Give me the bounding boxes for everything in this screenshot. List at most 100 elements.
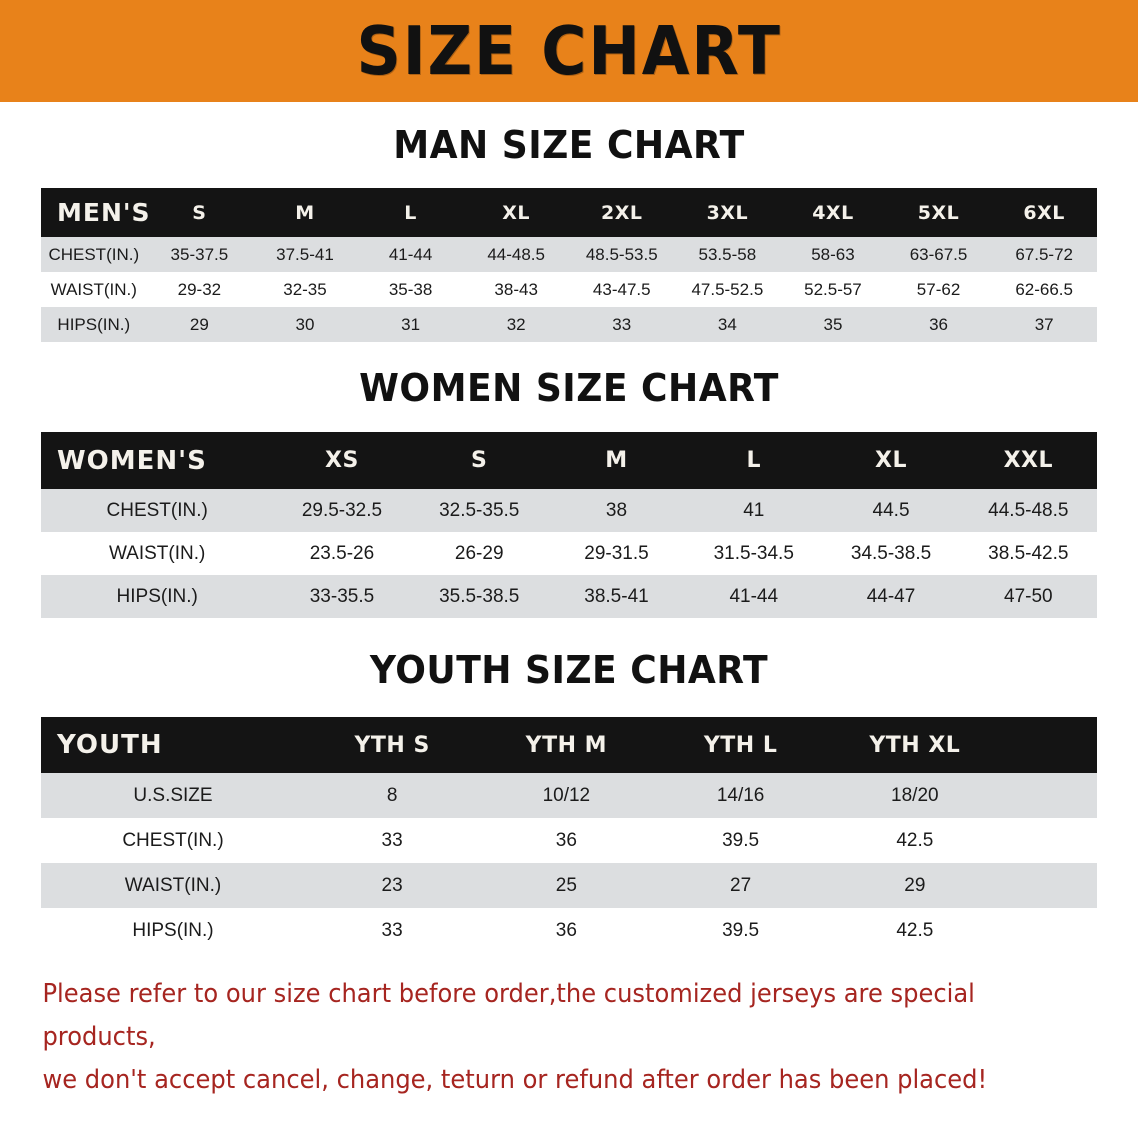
man-col-5xl: 5XL bbox=[917, 201, 960, 224]
table-row: U.S.SIZE 8 10/12 14/16 18/20 bbox=[41, 773, 1097, 818]
section-title-women: WOMEN SIZE CHART bbox=[359, 366, 779, 410]
youth-ussize-l: 14/16 bbox=[716, 784, 765, 806]
man-waist-4xl: 52.5-57 bbox=[804, 279, 862, 299]
youth-cell-spacer bbox=[1002, 908, 1097, 953]
man-waist-6xl: 62-66.5 bbox=[1015, 279, 1073, 299]
youth-table-body: U.S.SIZE 8 10/12 14/16 18/20 CHEST(IN.) … bbox=[41, 773, 1097, 953]
page-banner: SIZE CHART bbox=[0, 0, 1138, 102]
man-col-s: S bbox=[192, 201, 207, 224]
man-waist-s: 29-32 bbox=[177, 279, 222, 299]
women-waist-xl: 34.5-38.5 bbox=[850, 542, 932, 564]
youth-chest-m: 36 bbox=[555, 829, 577, 851]
women-col-s: S bbox=[471, 448, 488, 473]
man-col-m: M bbox=[295, 201, 315, 224]
women-hips-xs: 33-35.5 bbox=[309, 585, 375, 607]
man-hips-4xl: 35 bbox=[823, 314, 843, 334]
youth-size-table-wrap: YOUTH YTH S YTH M YTH L YTH XL U.S.SIZE … bbox=[41, 717, 1097, 953]
women-waist-xs: 23.5-26 bbox=[309, 542, 375, 564]
women-chest-xl: 44.5 bbox=[872, 499, 910, 521]
man-col-4xl: 4XL bbox=[812, 201, 854, 224]
disclaimer-text: Please refer to our size chart before or… bbox=[22, 973, 1040, 1102]
man-table-head: MEN'S S M L XL 2XL 3XL 4XL 5XL 6XL bbox=[41, 188, 1097, 237]
women-hips-xxl: 47-50 bbox=[1004, 585, 1053, 607]
youth-waist-l: 27 bbox=[730, 874, 752, 896]
man-waist-5xl: 57-62 bbox=[916, 279, 961, 299]
youth-col-yth-xl: YTH XL bbox=[869, 732, 961, 758]
table-row: WAIST(IN.) 23 25 27 29 bbox=[41, 863, 1097, 908]
man-hips-l: 31 bbox=[401, 314, 421, 334]
youth-col-spacer bbox=[1002, 717, 1097, 773]
women-waist-m: 29-31.5 bbox=[584, 542, 649, 564]
youth-row-ussize-label: U.S.SIZE bbox=[133, 784, 213, 806]
man-hips-s: 29 bbox=[189, 314, 209, 334]
table-row: CHEST(IN.) 33 36 39.5 42.5 bbox=[41, 818, 1097, 863]
youth-header-label: YOUTH bbox=[57, 730, 163, 760]
youth-table-head: YOUTH YTH S YTH M YTH L YTH XL bbox=[41, 717, 1097, 773]
youth-chest-l: 39.5 bbox=[722, 829, 760, 851]
youth-hips-xl: 42.5 bbox=[896, 919, 934, 941]
table-row: HIPS(IN.) 33-35.5 35.5-38.5 38.5-41 41-4… bbox=[41, 575, 1097, 618]
youth-size-table: YOUTH YTH S YTH M YTH L YTH XL U.S.SIZE … bbox=[41, 717, 1097, 953]
women-hips-xl: 44-47 bbox=[866, 585, 916, 607]
women-hips-l: 41-44 bbox=[729, 585, 779, 607]
women-col-m: M bbox=[605, 448, 628, 473]
table-row: HIPS(IN.) 33 36 39.5 42.5 bbox=[41, 908, 1097, 953]
section-title-youth: YOUTH SIZE CHART bbox=[369, 648, 769, 692]
women-chest-xs: 29.5-32.5 bbox=[301, 499, 383, 521]
women-hips-s: 35.5-38.5 bbox=[439, 585, 520, 607]
man-chest-m: 37.5-41 bbox=[276, 244, 334, 264]
youth-cell-spacer bbox=[1002, 773, 1097, 818]
section-title-man: MAN SIZE CHART bbox=[393, 123, 745, 167]
women-size-table-wrap: WOMEN'S XS S M L XL XXL CHEST(IN.) 29.5-… bbox=[41, 432, 1097, 618]
youth-col-yth-m: YTH M bbox=[525, 732, 608, 758]
youth-waist-m: 25 bbox=[555, 874, 577, 896]
man-row-chest-label: CHEST(IN.) bbox=[48, 244, 140, 264]
youth-row-hips-label: HIPS(IN.) bbox=[132, 919, 214, 941]
youth-ussize-s: 8 bbox=[386, 784, 398, 806]
women-size-table: WOMEN'S XS S M L XL XXL CHEST(IN.) 29.5-… bbox=[41, 432, 1097, 618]
youth-row-chest-label: CHEST(IN.) bbox=[122, 829, 224, 851]
man-hips-xl: 32 bbox=[506, 314, 526, 334]
women-chest-s: 32.5-35.5 bbox=[439, 499, 520, 521]
man-row-hips-label: HIPS(IN.) bbox=[57, 314, 131, 334]
disclaimer-line-1: Please refer to our size chart before or… bbox=[41, 979, 975, 1052]
man-col-l: L bbox=[404, 201, 417, 224]
man-chest-xl: 44-48.5 bbox=[487, 244, 545, 264]
youth-col-yth-l: YTH L bbox=[703, 732, 778, 758]
youth-row-waist-label: WAIST(IN.) bbox=[124, 874, 222, 896]
man-waist-l: 35-38 bbox=[388, 279, 433, 299]
table-row: CHEST(IN.) 35-37.5 37.5-41 41-44 44-48.5… bbox=[41, 237, 1097, 272]
man-hips-3xl: 34 bbox=[717, 314, 737, 334]
youth-chest-s: 33 bbox=[381, 829, 403, 851]
youth-cell-spacer bbox=[1002, 818, 1097, 863]
man-col-2xl: 2XL bbox=[601, 201, 643, 224]
man-chest-2xl: 48.5-53.5 bbox=[585, 244, 658, 264]
youth-ussize-m: 10/12 bbox=[542, 784, 591, 806]
page-title: SIZE CHART bbox=[356, 11, 782, 90]
table-row: CHEST(IN.) 29.5-32.5 32.5-35.5 38 41 44.… bbox=[41, 489, 1097, 532]
women-waist-s: 26-29 bbox=[454, 542, 504, 564]
women-chest-m: 38 bbox=[605, 499, 628, 521]
women-chest-xxl: 44.5-48.5 bbox=[988, 499, 1069, 521]
man-chest-6xl: 67.5-72 bbox=[1015, 244, 1073, 264]
man-col-3xl: 3XL bbox=[706, 201, 749, 224]
man-chest-3xl: 53.5-58 bbox=[698, 244, 757, 264]
disclaimer-line-2: we don't accept cancel, change, teturn o… bbox=[41, 1064, 987, 1095]
man-header-label: MEN'S bbox=[57, 198, 151, 227]
man-hips-5xl: 36 bbox=[929, 314, 948, 334]
youth-col-yth-s: YTH S bbox=[354, 732, 430, 758]
man-hips-2xl: 33 bbox=[612, 314, 632, 334]
youth-header-row: YOUTH YTH S YTH M YTH L YTH XL bbox=[41, 717, 1097, 773]
table-row: WAIST(IN.) 23.5-26 26-29 29-31.5 31.5-34… bbox=[41, 532, 1097, 575]
youth-hips-l: 39.5 bbox=[722, 919, 760, 941]
women-header-row: WOMEN'S XS S M L XL XXL bbox=[41, 432, 1097, 489]
women-header-label: WOMEN'S bbox=[57, 445, 207, 476]
man-col-xl: XL bbox=[502, 201, 531, 224]
man-hips-m: 30 bbox=[295, 314, 315, 334]
women-col-l: L bbox=[746, 448, 762, 473]
women-waist-l: 31.5-34.5 bbox=[713, 542, 794, 564]
table-row: HIPS(IN.) 29 30 31 32 33 34 35 36 37 bbox=[41, 307, 1097, 342]
man-col-6xl: 6XL bbox=[1023, 201, 1065, 224]
youth-cell-spacer bbox=[1002, 863, 1097, 908]
man-waist-3xl: 47.5-52.5 bbox=[691, 279, 764, 299]
